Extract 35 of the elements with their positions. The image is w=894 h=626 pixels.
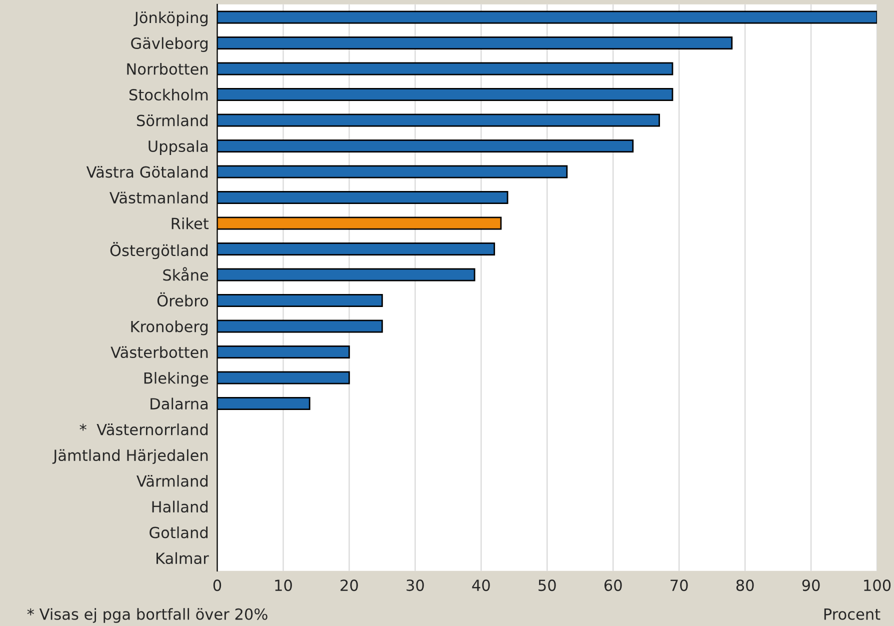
y-tick-label: Kalmar [156,552,209,564]
y-tick-label: Dalarna [150,398,208,410]
y-tick-label: Östergötland [110,242,208,260]
y-tick-label: Kronoberg [131,320,208,336]
x-tick-label: 40 [472,580,490,592]
y-tick-label: Värmland [136,474,208,487]
x-tick-label: 100 [864,580,891,592]
x-tick-label: 0 [213,580,222,592]
y-tick-label: Uppsala [148,140,208,155]
x-tick-label: 60 [604,580,622,592]
y-tick-label: * Västernorrland [80,423,208,436]
y-tick-label: Norrbotten [127,62,208,75]
y-tick-label: Örebro [157,292,208,307]
y-tick-label: Gävleborg [131,37,208,52]
y-tick-label: Skåne [163,267,208,281]
x-tick-label: 80 [736,580,754,592]
y-tick-label: Stockholm [129,88,208,101]
x-tick-label: 70 [670,580,688,592]
y-tick-label: Västmanland [110,192,208,204]
x-axis-title: Procent [824,608,880,620]
y-tick-label: Halland [152,500,208,513]
y-tick-label: Gotland [150,526,208,538]
x-tick-label: 20 [340,580,358,592]
y-tick-label: Västra Götaland [86,166,208,178]
x-tick-label: 30 [406,580,424,592]
y-tick-label: Blekinge [144,372,208,387]
x-tick-label: 10 [275,580,292,592]
y-tick-label: Jämtland Härjedalen [52,449,208,464]
y-tick-label: Sörmland [136,114,208,126]
y-tick-label: Jönköping [134,11,208,26]
x-tick-label: 90 [802,580,820,592]
x-tick-label: 50 [538,580,556,592]
y-tick-label: Västerbotten [110,346,208,358]
y-tick-label: Riket [172,217,209,230]
text: * Visas ej pga bortfall över 20% [27,608,268,623]
